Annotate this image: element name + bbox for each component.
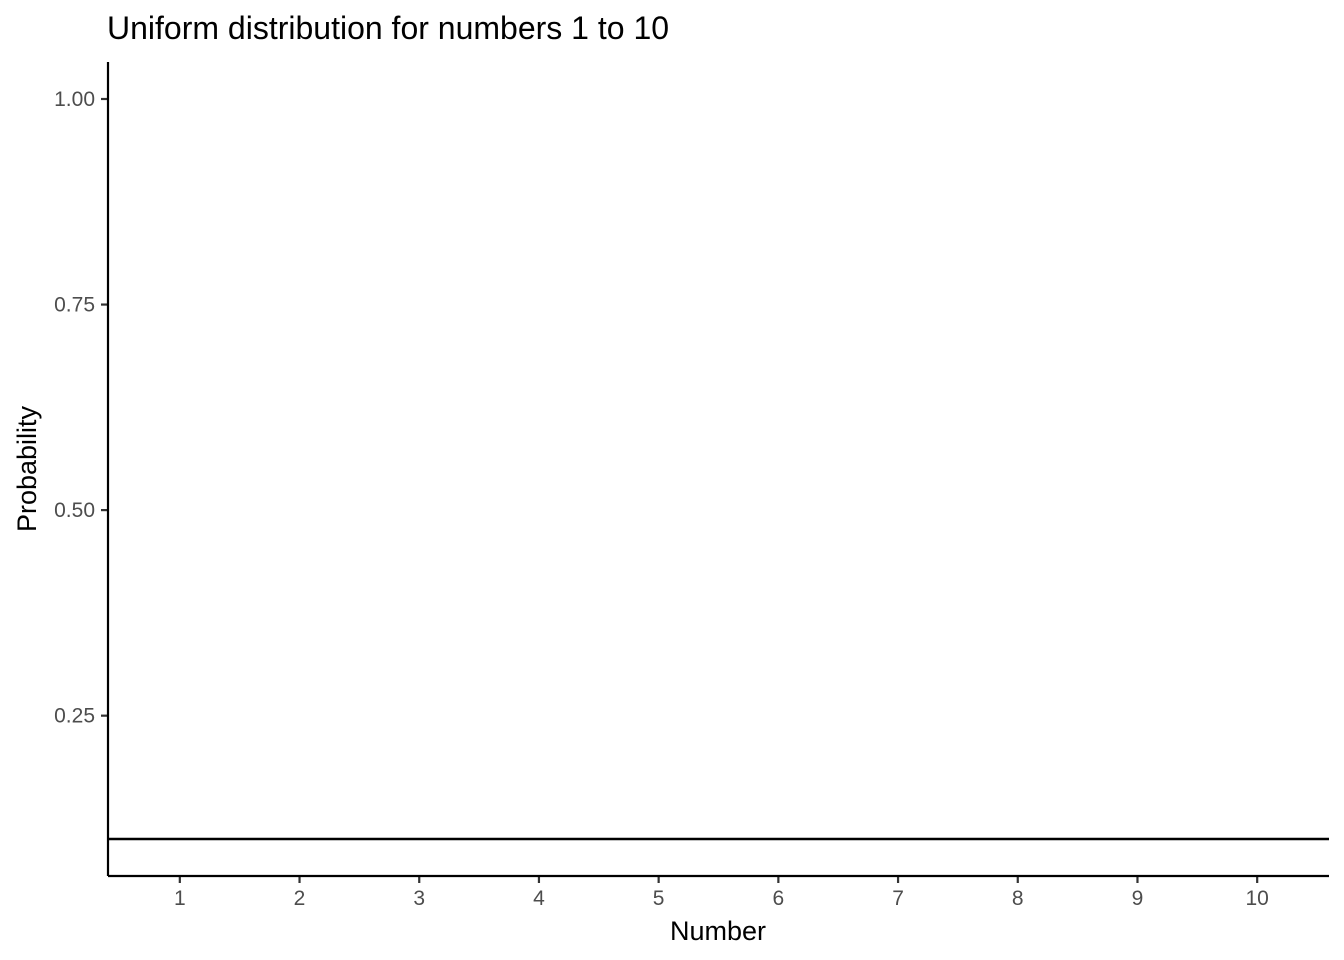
x-tick-label: 2 <box>294 887 306 910</box>
x-axis-ticks: 1 2 3 4 5 6 7 8 9 10 <box>174 876 1269 910</box>
x-axis-title: Number <box>670 916 766 946</box>
x-tick-label: 9 <box>1132 887 1144 910</box>
x-tick-label: 1 <box>174 887 186 910</box>
x-tick-label: 6 <box>773 887 785 910</box>
x-tick-label: 10 <box>1245 887 1268 910</box>
y-axis-title: Probability <box>12 405 42 532</box>
chart-title: Uniform distribution for numbers 1 to 10 <box>107 10 669 46</box>
x-tick-label: 3 <box>413 887 425 910</box>
y-tick-label: 1.00 <box>54 88 95 111</box>
x-tick-label: 4 <box>533 887 545 910</box>
y-axis-ticks: 0.25 0.50 0.75 1.00 <box>54 88 108 728</box>
y-tick-label: 0.25 <box>54 705 95 728</box>
x-tick-label: 7 <box>892 887 904 910</box>
y-tick-label: 0.75 <box>54 294 95 317</box>
y-tick-label: 0.50 <box>54 499 95 522</box>
x-tick-label: 8 <box>1012 887 1024 910</box>
x-tick-label: 5 <box>653 887 665 910</box>
